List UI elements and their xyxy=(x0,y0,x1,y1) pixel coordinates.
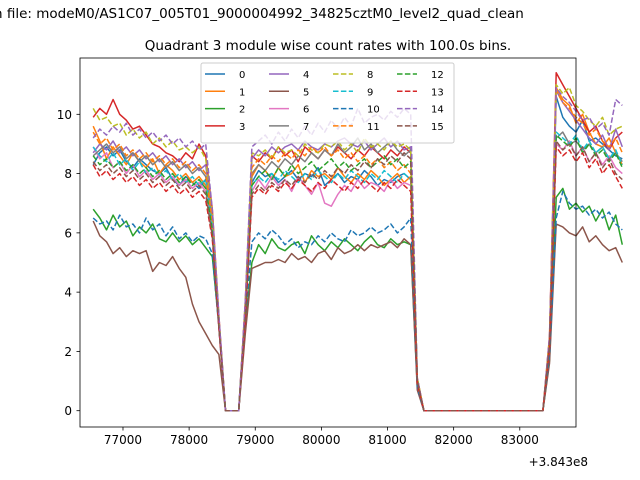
x-tick-label: 78000 xyxy=(170,433,208,447)
x-tick-label: 80000 xyxy=(302,433,340,447)
legend-label-2: 2 xyxy=(239,105,245,116)
x-tick-label: 81000 xyxy=(368,433,406,447)
legend-label-11: 11 xyxy=(367,122,380,133)
legend-label-12: 12 xyxy=(431,70,444,81)
legend-label-10: 10 xyxy=(367,105,380,116)
legend-label-0: 0 xyxy=(239,70,245,81)
legend-box xyxy=(200,62,455,144)
x-tick-label: 83000 xyxy=(501,433,539,447)
y-tick-label: 10 xyxy=(57,108,72,122)
y-tick-label: 8 xyxy=(64,167,72,181)
axes: 77000 78000 79000 80000 81000 82000 83000 0 2 4 6 8… xyxy=(57,57,577,447)
legend-label-13: 13 xyxy=(431,87,444,98)
legend-label-14: 14 xyxy=(431,105,444,116)
y-tick-label: 2 xyxy=(64,345,72,359)
legend-label-9: 9 xyxy=(367,87,373,98)
legend-label-15: 15 xyxy=(431,122,444,133)
legend-label-3: 3 xyxy=(239,122,245,133)
series-line-15 xyxy=(92,140,623,412)
y-tick-label: 6 xyxy=(64,226,72,240)
y-tick-label: 4 xyxy=(64,286,72,300)
x-tick-label: 77000 xyxy=(104,433,142,447)
plot-frame xyxy=(79,57,577,428)
legend-label-5: 5 xyxy=(303,87,309,98)
legend-label-4: 4 xyxy=(303,70,309,81)
legend-label-8: 8 xyxy=(367,70,373,81)
series-line-8 xyxy=(92,83,623,412)
plot-lines xyxy=(92,72,624,412)
legend-label-6: 6 xyxy=(303,105,309,116)
x-tick-label: 79000 xyxy=(236,433,274,447)
chart-title: Quadrant 3 module wise count rates with … xyxy=(145,38,511,54)
figure-suptitle: n file: modeM0/AS1C07_005T01_9000004992_… xyxy=(0,6,524,22)
x-tick-label: 82000 xyxy=(435,433,473,447)
legend-label-1: 1 xyxy=(239,87,245,98)
x-offset-label: +3.843e8 xyxy=(529,455,588,469)
y-tick-label: 0 xyxy=(64,404,72,418)
legend-label-7: 7 xyxy=(303,122,309,133)
